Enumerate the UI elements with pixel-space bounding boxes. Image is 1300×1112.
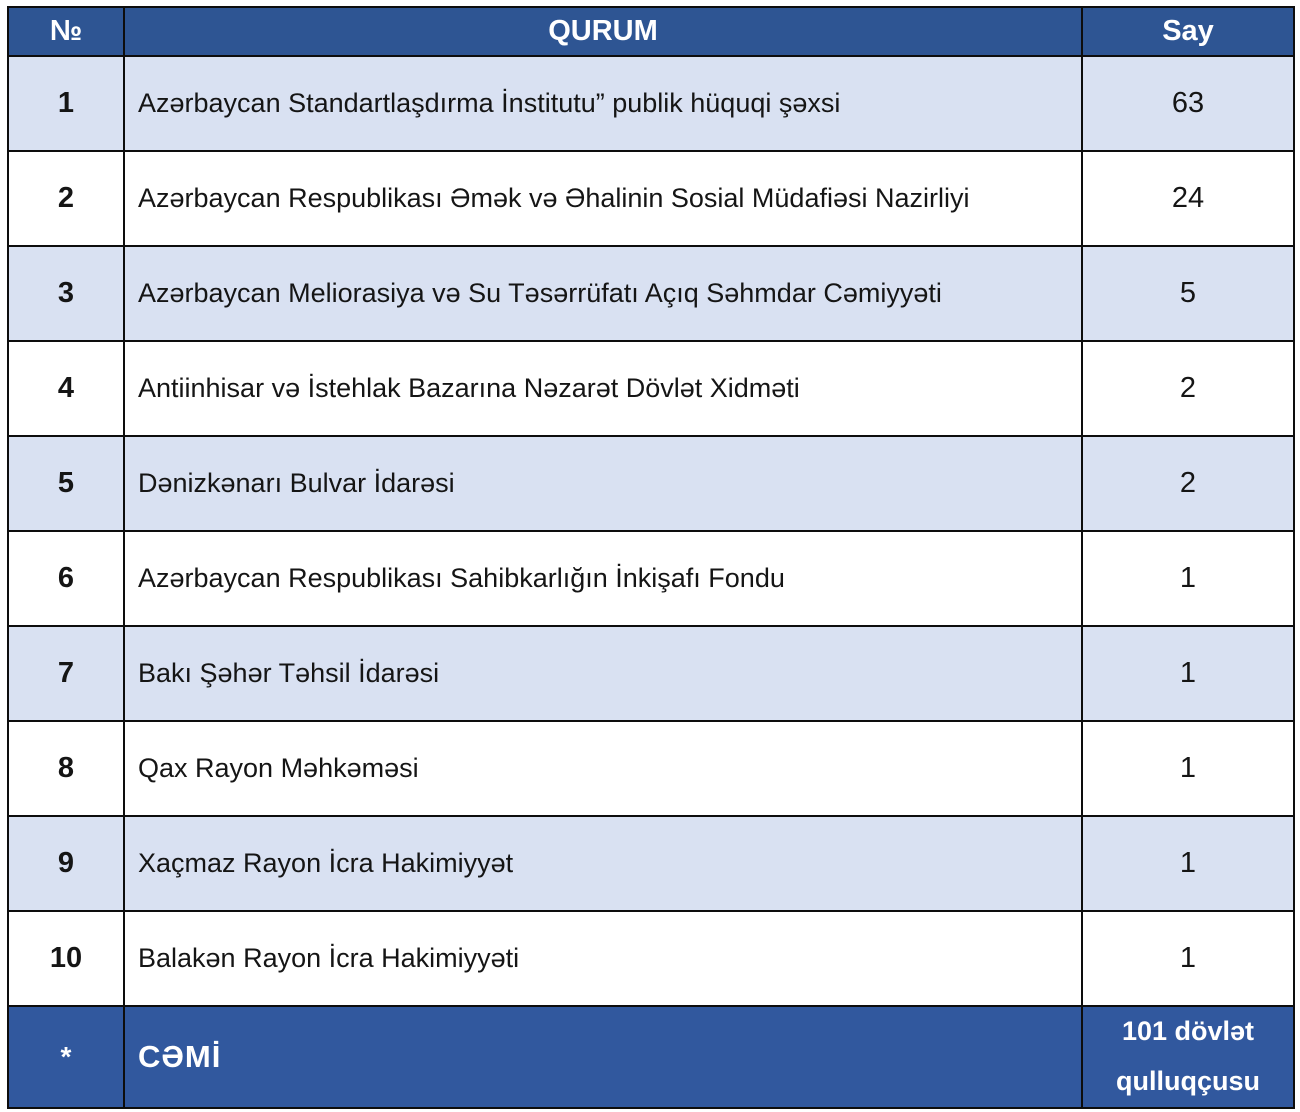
qurum-cell: Antiinhisar və İstehlak Bazarına Nəzarət…: [123, 340, 1083, 437]
table-row: 4 Antiinhisar və İstehlak Bazarına Nəzarə…: [7, 340, 1295, 437]
table-row: 5 Dənizkənarı Bulvar İdarəsi 2: [7, 435, 1295, 532]
column-header-say: Say: [1081, 6, 1295, 57]
qurum-cell: Dənizkənarı Bulvar İdarəsi: [123, 435, 1083, 532]
table-row: 9 Xaçmaz Rayon İcra Hakimiyyət 1: [7, 815, 1295, 912]
row-number-cell: 1: [7, 55, 125, 152]
qurum-cell: Bakı Şəhər Təhsil İdarəsi: [123, 625, 1083, 722]
qurum-say-table: № QURUM Say 1 Azərbaycan Standartlaşdırma…: [7, 6, 1295, 1109]
table-row: 2 Azərbaycan Respublikası Əmək və Əhalini…: [7, 150, 1295, 247]
row-number-cell: 3: [7, 245, 125, 342]
header-row: № QURUM Say: [7, 6, 1295, 57]
say-cell: 5: [1081, 245, 1295, 342]
table-row: 1 Azərbaycan Standartlaşdırma İnstitutu” …: [7, 55, 1295, 152]
qurum-cell: Azərbaycan Respublikası Sahibkarlığın İn…: [123, 530, 1083, 627]
total-row-value: 101 dövlət qulluqçusu: [1081, 1005, 1295, 1109]
row-number-cell: 10: [7, 910, 125, 1007]
say-cell: 1: [1081, 815, 1295, 912]
qurum-cell: Azərbaycan Meliorasiya və Su Təsərrüfatı…: [123, 245, 1083, 342]
table-row: 3 Azərbaycan Meliorasiya və Su Təsərrüfat…: [7, 245, 1295, 342]
say-cell: 1: [1081, 720, 1295, 817]
table-row: 8 Qax Rayon Məhkəməsi 1: [7, 720, 1295, 817]
qurum-cell: Xaçmaz Rayon İcra Hakimiyyət: [123, 815, 1083, 912]
say-cell: 63: [1081, 55, 1295, 152]
qurum-cell: Balakən Rayon İcra Hakimiyyəti: [123, 910, 1083, 1007]
table-row: 10 Balakən Rayon İcra Hakimiyyəti 1: [7, 910, 1295, 1007]
table-body: 1 Azərbaycan Standartlaşdırma İnstitutu” …: [7, 55, 1295, 1007]
table-row: 6 Azərbaycan Respublikası Sahibkarlığın İ…: [7, 530, 1295, 627]
say-cell: 24: [1081, 150, 1295, 247]
say-cell: 1: [1081, 910, 1295, 1007]
qurum-cell: Azərbaycan Respublikası Əmək və Əhalinin…: [123, 150, 1083, 247]
row-number-cell: 2: [7, 150, 125, 247]
row-number-cell: 7: [7, 625, 125, 722]
total-row-marker: *: [7, 1005, 125, 1109]
row-number-cell: 9: [7, 815, 125, 912]
column-header-qurum: QURUM: [123, 6, 1083, 57]
row-number-cell: 4: [7, 340, 125, 437]
qurum-cell: Azərbaycan Standartlaşdırma İnstitutu” p…: [123, 55, 1083, 152]
table-row: 7 Bakı Şəhər Təhsil İdarəsi 1: [7, 625, 1295, 722]
row-number-cell: 8: [7, 720, 125, 817]
column-header-no: №: [7, 6, 125, 57]
qurum-cell: Qax Rayon Məhkəməsi: [123, 720, 1083, 817]
say-cell: 2: [1081, 435, 1295, 532]
row-number-cell: 5: [7, 435, 125, 532]
total-row-label: CƏMİ: [123, 1005, 1083, 1109]
row-number-cell: 6: [7, 530, 125, 627]
say-cell: 2: [1081, 340, 1295, 437]
say-cell: 1: [1081, 625, 1295, 722]
total-row: * CƏMİ 101 dövlət qulluqçusu: [7, 1005, 1295, 1109]
say-cell: 1: [1081, 530, 1295, 627]
